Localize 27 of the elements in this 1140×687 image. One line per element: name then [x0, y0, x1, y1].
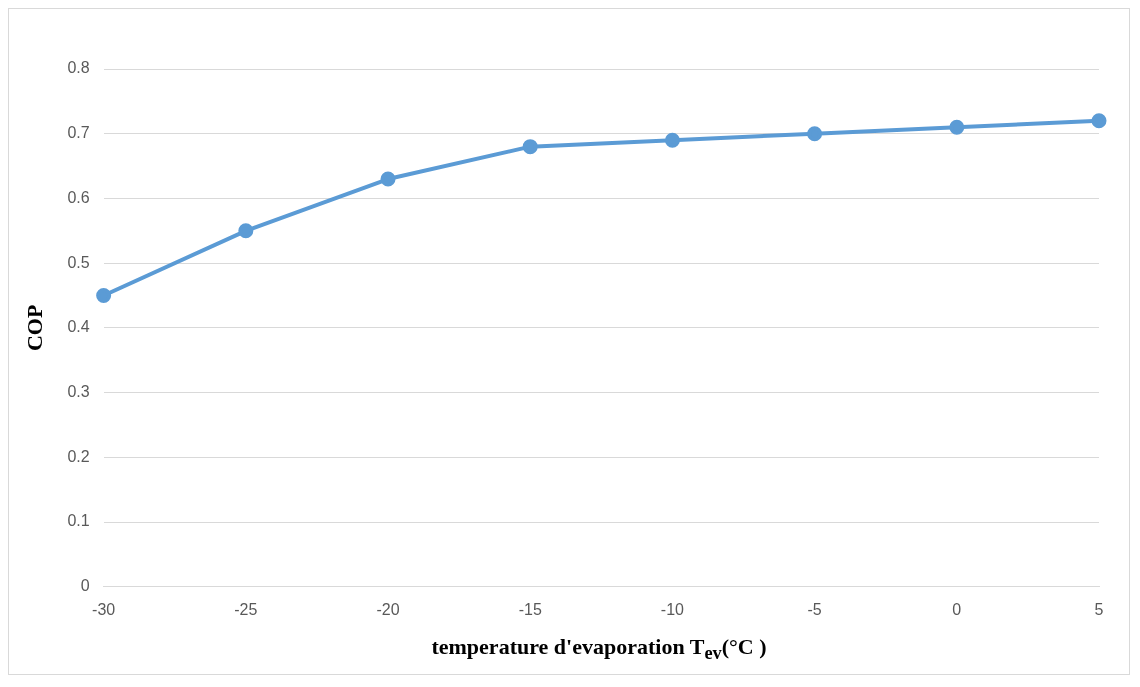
- y-tick-label: 0.6: [67, 188, 90, 206]
- x-tick-label: -30: [92, 600, 116, 618]
- point: [807, 126, 823, 142]
- x-tick-label: 5: [1094, 600, 1104, 618]
- x-tick-label: -15: [518, 600, 542, 618]
- point: [96, 288, 112, 304]
- x-tick-label: -5: [807, 600, 822, 618]
- y-axis-title: COP: [21, 304, 47, 352]
- point: [949, 119, 965, 135]
- x-tick-label: 0: [952, 600, 962, 618]
- x-tick-label: -20: [376, 600, 400, 618]
- point: [664, 132, 680, 148]
- y-tick-label: 0.4: [67, 318, 90, 336]
- y-tick-label: 0.7: [67, 124, 90, 142]
- x-tick-label: -10: [660, 600, 685, 618]
- y-tick-label: 0.2: [67, 447, 90, 465]
- point: [1091, 113, 1107, 129]
- y-tick-label: 0.8: [67, 59, 90, 77]
- point: [380, 171, 396, 187]
- point: [238, 223, 254, 239]
- y-tick-label: 0: [80, 577, 90, 595]
- point: [522, 139, 538, 155]
- x-axis-title: temperature d'evaporation T$_{ev}$(°C ): [430, 634, 768, 665]
- y-tick-label: 0.3: [67, 383, 90, 401]
- y-tick-label: 0.5: [67, 253, 90, 271]
- x-tick-label: -25: [234, 600, 258, 618]
- y-tick-label: 0.1: [67, 512, 90, 530]
